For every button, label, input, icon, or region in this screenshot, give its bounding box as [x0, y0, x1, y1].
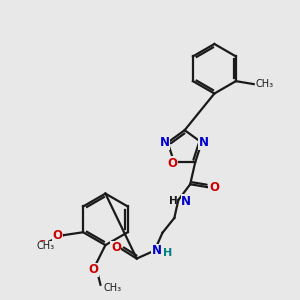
- Text: CH₃: CH₃: [256, 79, 274, 89]
- Text: O: O: [88, 263, 98, 276]
- Text: N: N: [181, 195, 191, 208]
- Text: O: O: [111, 241, 121, 254]
- Text: N: N: [160, 136, 170, 149]
- Text: N: N: [152, 244, 161, 257]
- Text: CH₃: CH₃: [36, 241, 55, 251]
- Text: O: O: [52, 229, 62, 242]
- Text: O: O: [167, 157, 177, 170]
- Text: H: H: [169, 196, 177, 206]
- Text: CH₃: CH₃: [103, 283, 122, 293]
- Text: O: O: [38, 240, 47, 250]
- Text: O: O: [209, 181, 219, 194]
- Text: H: H: [164, 248, 173, 258]
- Text: N: N: [199, 136, 208, 149]
